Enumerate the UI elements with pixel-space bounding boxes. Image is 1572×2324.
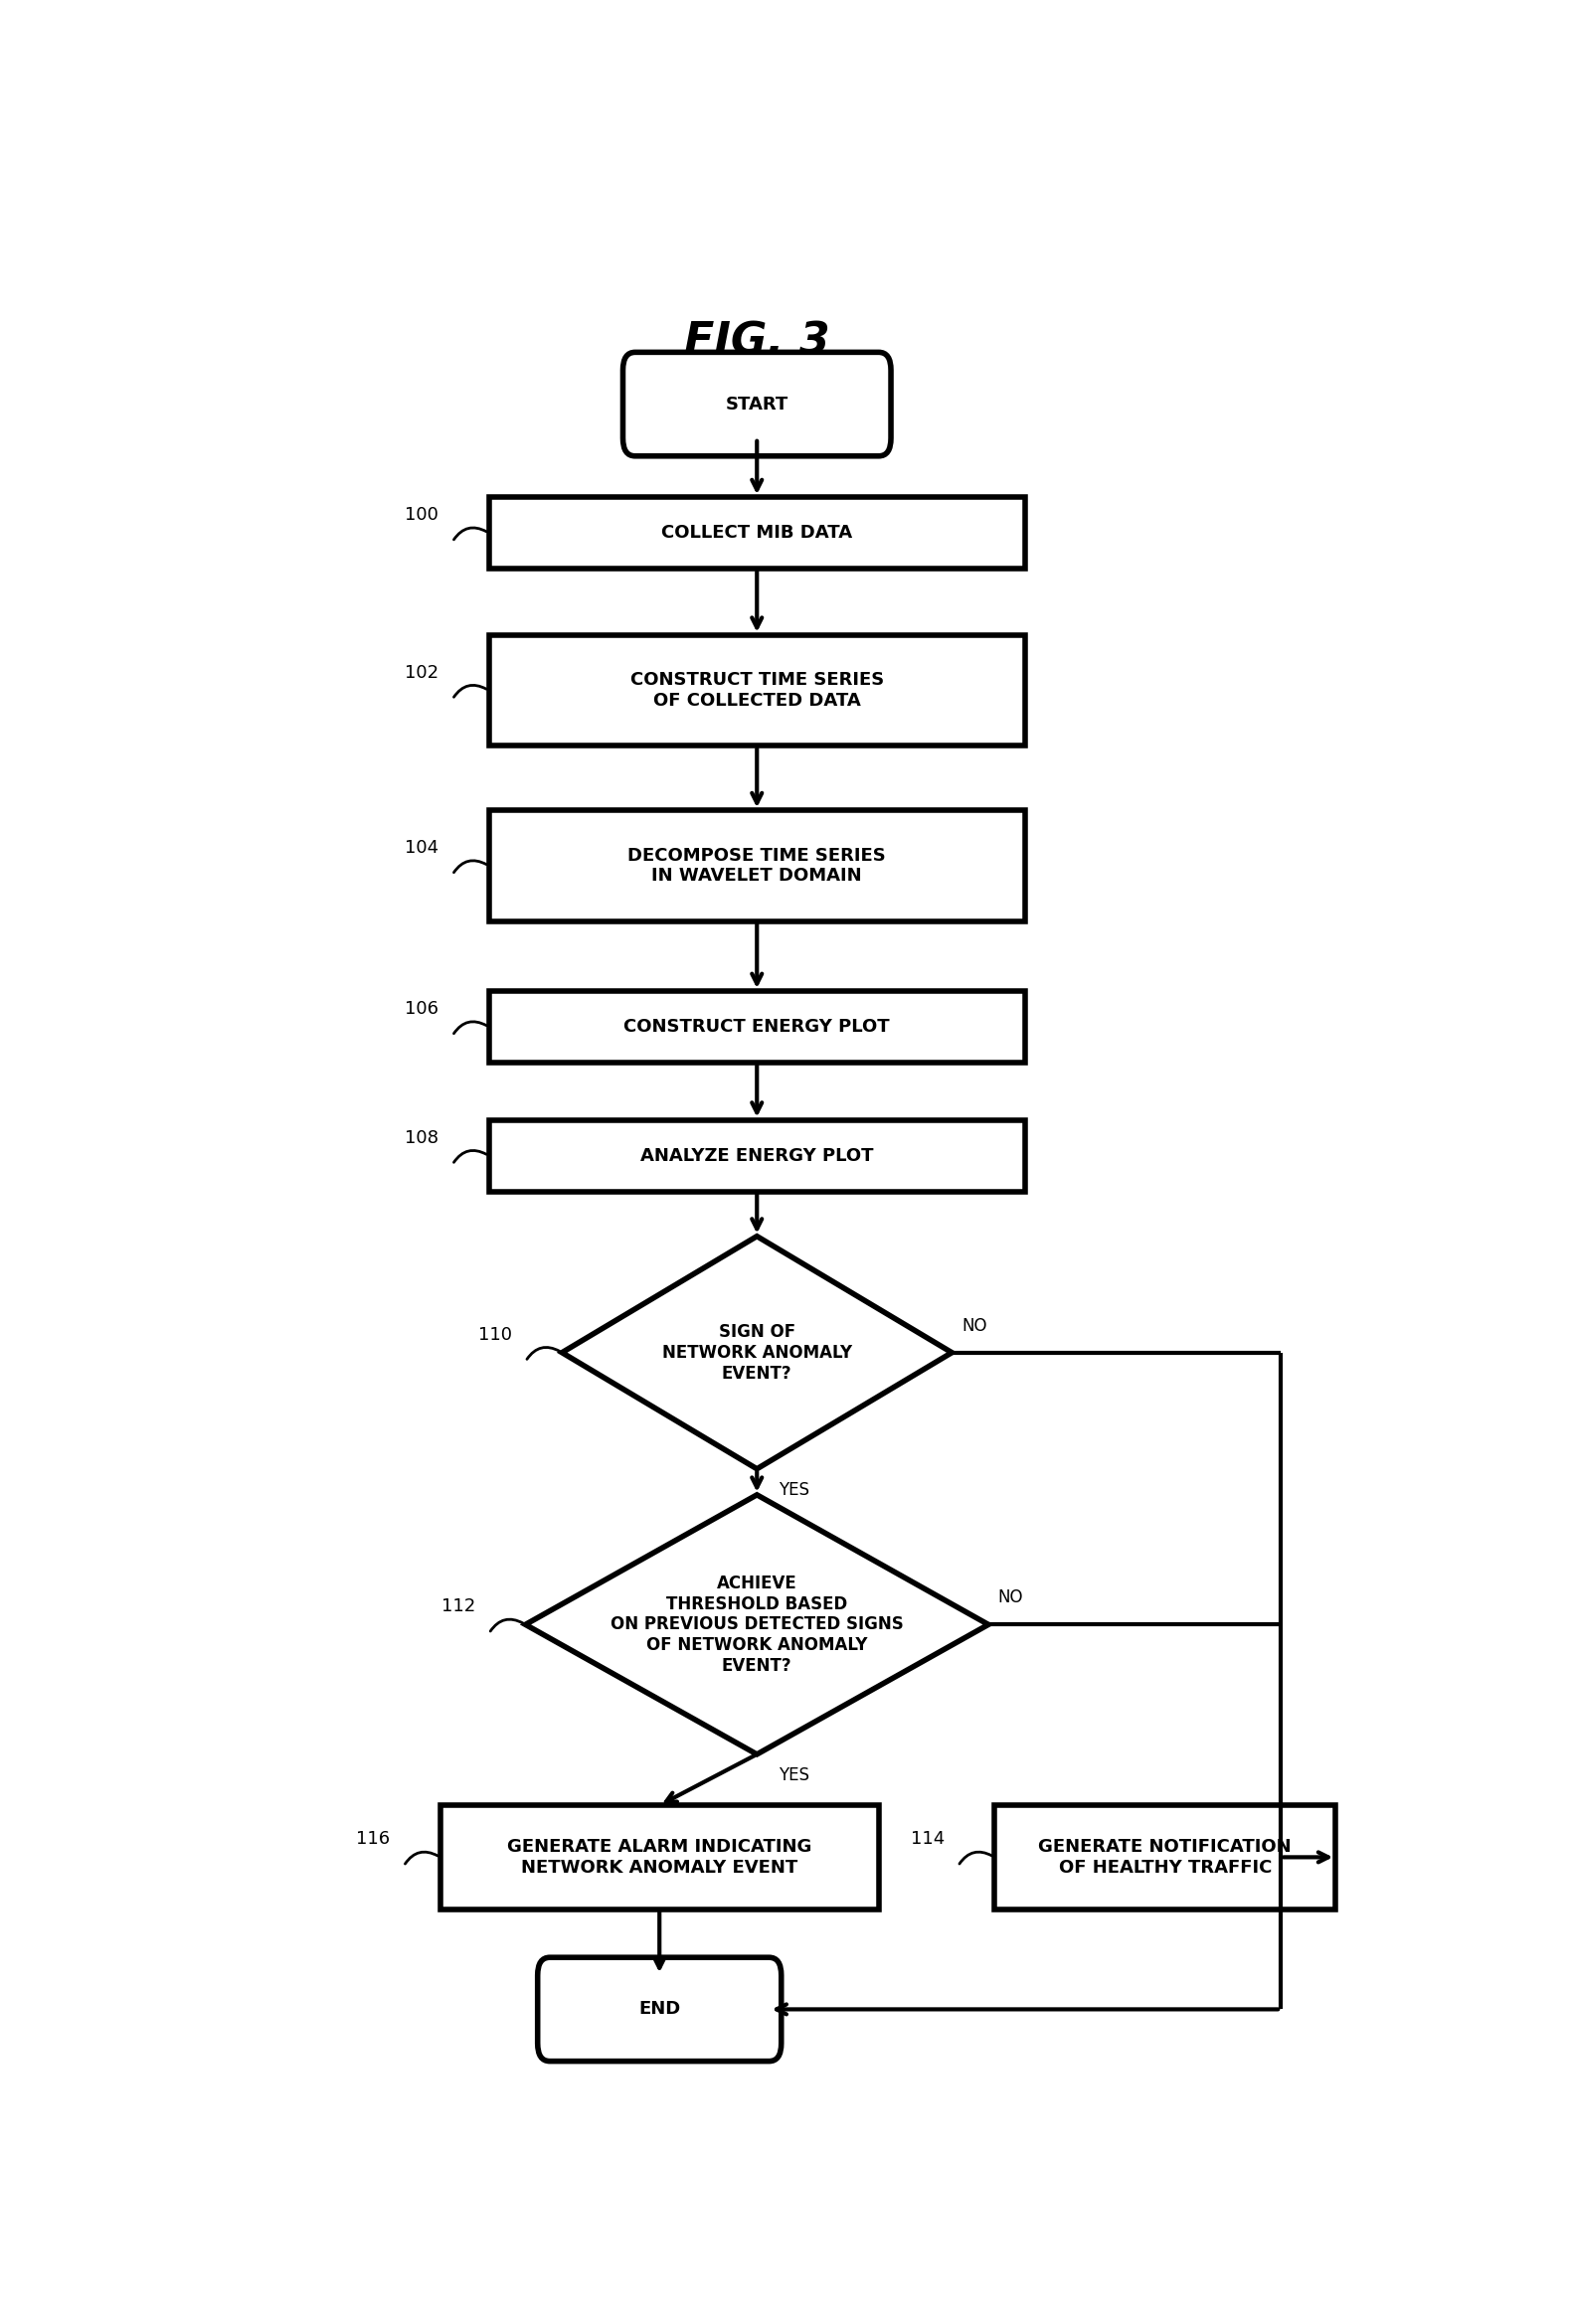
Text: 116: 116 [357,1831,390,1848]
Text: NO: NO [962,1318,987,1334]
Text: END: END [638,2001,681,2017]
Text: GENERATE ALARM INDICATING
NETWORK ANOMALY EVENT: GENERATE ALARM INDICATING NETWORK ANOMAL… [508,1838,811,1875]
Text: COLLECT MIB DATA: COLLECT MIB DATA [662,523,852,541]
Text: 104: 104 [406,839,439,858]
Text: START: START [725,395,789,414]
Text: 106: 106 [406,999,439,1018]
Text: SIGN OF
NETWORK ANOMALY
EVENT?: SIGN OF NETWORK ANOMALY EVENT? [662,1322,852,1383]
Text: DECOMPOSE TIME SERIES
IN WAVELET DOMAIN: DECOMPOSE TIME SERIES IN WAVELET DOMAIN [627,846,887,885]
Text: FIG. 3: FIG. 3 [684,321,830,363]
Bar [489,497,1025,569]
Text: 108: 108 [406,1129,439,1146]
Polygon shape [563,1236,953,1469]
Text: 112: 112 [442,1597,475,1615]
Bar [489,634,1025,746]
Text: NO: NO [998,1590,1023,1606]
Text: CONSTRUCT ENERGY PLOT: CONSTRUCT ENERGY PLOT [624,1018,890,1037]
Text: 100: 100 [406,507,439,523]
Bar [489,990,1025,1062]
Text: 102: 102 [406,665,439,681]
Bar [489,1120,1025,1192]
Text: YES: YES [778,1480,810,1499]
Polygon shape [525,1494,989,1755]
Bar [440,1806,879,1908]
Text: GENERATE NOTIFICATION
OF HEALTHY TRAFFIC: GENERATE NOTIFICATION OF HEALTHY TRAFFIC [1039,1838,1292,1875]
Text: ANALYZE ENERGY PLOT: ANALYZE ENERGY PLOT [640,1146,874,1164]
Text: YES: YES [778,1766,810,1785]
Bar [995,1806,1336,1908]
Text: CONSTRUCT TIME SERIES
OF COLLECTED DATA: CONSTRUCT TIME SERIES OF COLLECTED DATA [630,672,883,709]
Text: 114: 114 [910,1831,945,1848]
Bar [489,811,1025,920]
FancyBboxPatch shape [538,1957,781,2061]
Text: 110: 110 [478,1325,512,1343]
FancyBboxPatch shape [623,353,891,456]
Text: ACHIEVE
THRESHOLD BASED
ON PREVIOUS DETECTED SIGNS
OF NETWORK ANOMALY
EVENT?: ACHIEVE THRESHOLD BASED ON PREVIOUS DETE… [610,1573,904,1676]
